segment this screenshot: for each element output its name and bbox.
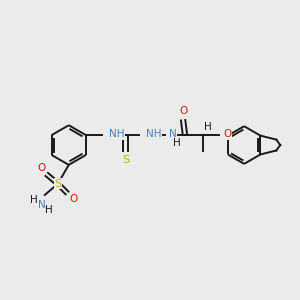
Text: N: N <box>38 200 46 209</box>
Text: NH: NH <box>109 129 124 139</box>
Text: H: H <box>204 122 212 132</box>
Text: O: O <box>224 129 232 139</box>
Text: H: H <box>173 138 181 148</box>
Text: O: O <box>179 106 187 116</box>
Text: S: S <box>122 155 129 165</box>
Text: S: S <box>54 179 61 189</box>
Text: N: N <box>169 129 177 139</box>
Text: O: O <box>37 163 45 173</box>
Text: NH: NH <box>146 129 162 139</box>
Text: H: H <box>45 206 53 215</box>
Text: O: O <box>70 194 78 204</box>
Text: H: H <box>30 195 38 205</box>
